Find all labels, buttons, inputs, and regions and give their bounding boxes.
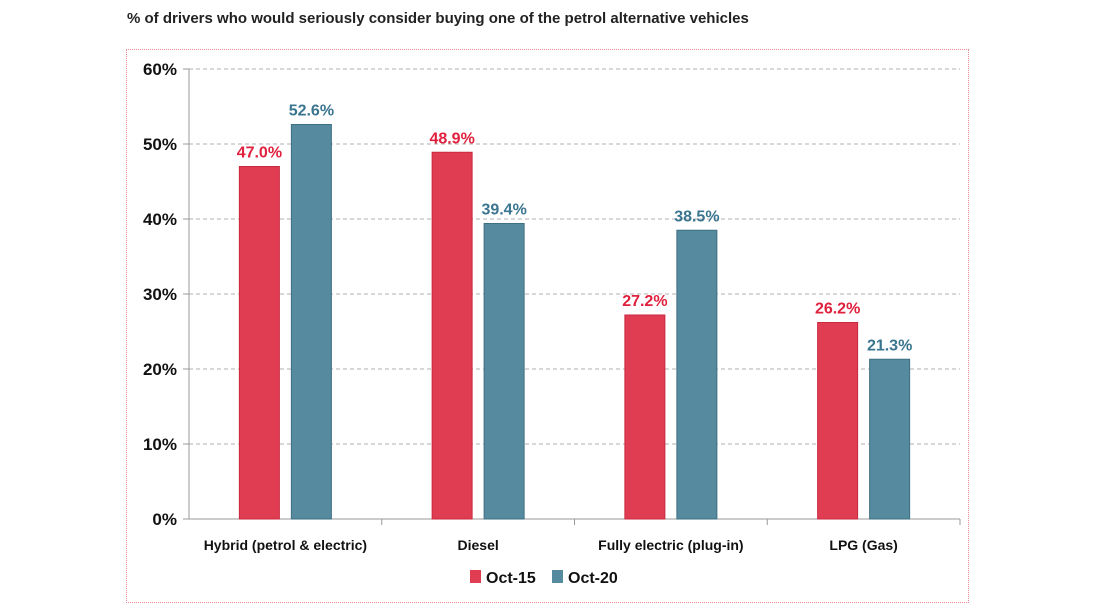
bar-oct-20	[869, 358, 911, 520]
legend-label: Oct-20	[568, 570, 618, 587]
bar-oct-15	[817, 322, 859, 520]
x-tick-label: Fully electric (plug-in)	[598, 537, 743, 553]
data-label: 47.0%	[237, 145, 282, 162]
bar-oct-15	[624, 314, 666, 520]
bar-oct-15	[431, 151, 473, 520]
data-label: 52.6%	[289, 103, 334, 120]
data-label: 38.5%	[674, 208, 719, 225]
bar-oct-15	[238, 166, 280, 520]
x-tick-label: LPG (Gas)	[829, 537, 897, 553]
chart-frame	[126, 49, 969, 603]
y-tick-label: 40%	[143, 210, 177, 229]
legend-swatch-oct-15	[470, 570, 481, 583]
legend-swatch-oct-20	[552, 570, 563, 583]
data-label: 26.2%	[815, 301, 860, 318]
data-label: 48.9%	[429, 130, 474, 147]
chart-title: % of drivers who would seriously conside…	[127, 10, 749, 27]
data-label: 21.3%	[867, 337, 912, 354]
y-tick-label: 60%	[143, 60, 177, 79]
data-label: 39.4%	[481, 202, 526, 219]
y-tick-label: 20%	[143, 360, 177, 379]
x-tick-label: Hybrid (petrol & electric)	[204, 537, 367, 553]
y-tick-label: 0%	[152, 510, 177, 529]
bar-oct-20	[290, 124, 332, 520]
y-tick-label: 10%	[143, 435, 177, 454]
y-tick-label: 30%	[143, 285, 177, 304]
legend-label: Oct-15	[486, 570, 536, 587]
y-tick-label: 50%	[143, 135, 177, 154]
bar-oct-20	[483, 223, 525, 520]
data-label: 27.2%	[622, 293, 667, 310]
bar-oct-20	[676, 229, 718, 520]
x-tick-label: Diesel	[458, 537, 499, 553]
